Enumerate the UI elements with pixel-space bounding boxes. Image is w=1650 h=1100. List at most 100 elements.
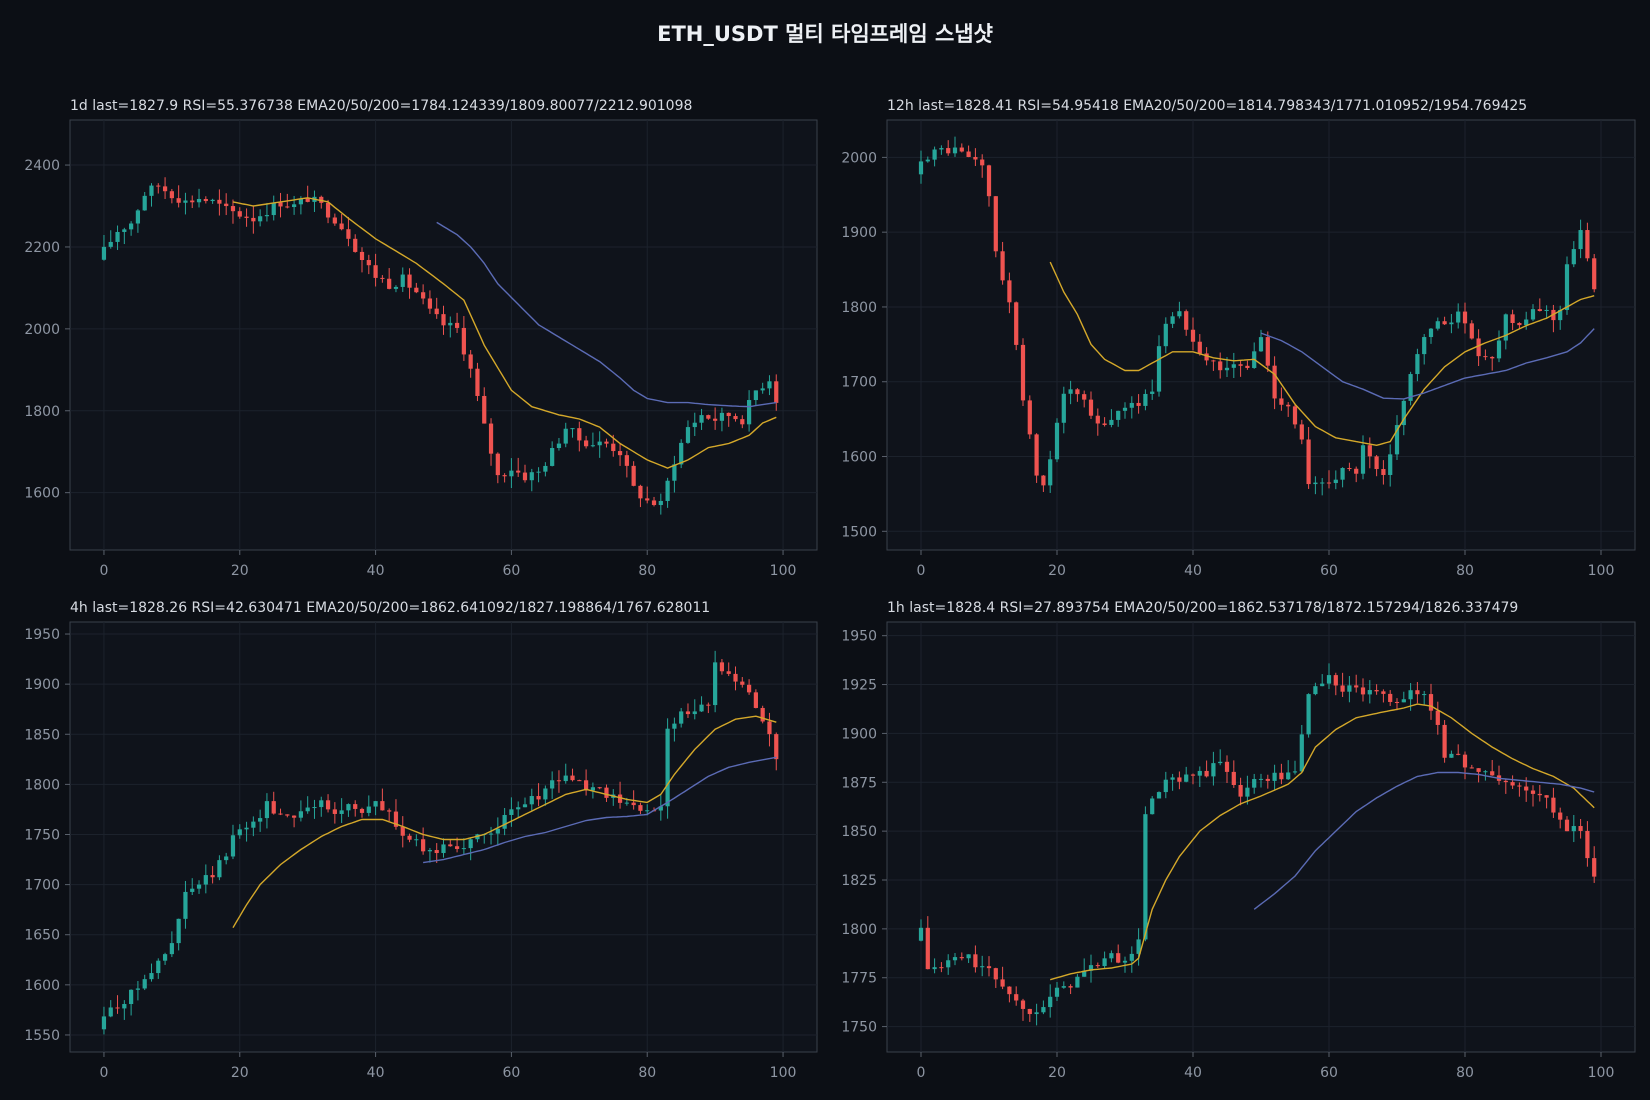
candle-body bbox=[658, 806, 663, 811]
candle-body bbox=[577, 780, 582, 782]
candle-body bbox=[1401, 400, 1406, 426]
candle-body bbox=[1068, 389, 1073, 394]
ema20-line bbox=[1049, 261, 1595, 447]
candle-body bbox=[359, 251, 365, 261]
candle-body bbox=[1510, 314, 1515, 324]
candle-body bbox=[1211, 360, 1216, 362]
candle-body bbox=[251, 217, 256, 222]
y-tick-label: 1900 bbox=[841, 225, 877, 241]
candle-body bbox=[1456, 753, 1461, 755]
candle-body bbox=[1442, 724, 1447, 758]
candle-body bbox=[966, 954, 971, 959]
candle-body bbox=[699, 704, 704, 712]
candle-body bbox=[1231, 771, 1236, 786]
candle-body bbox=[224, 203, 229, 207]
candle-body bbox=[651, 500, 657, 506]
candle-body bbox=[1449, 322, 1454, 325]
candle-body bbox=[570, 428, 575, 430]
candle-body bbox=[631, 802, 636, 806]
candle-body bbox=[502, 814, 507, 829]
candle-body bbox=[1020, 1000, 1026, 1009]
candle-body bbox=[1544, 795, 1549, 798]
candle-body bbox=[156, 185, 161, 187]
candle-body bbox=[1027, 1008, 1032, 1015]
candle-body bbox=[1578, 230, 1583, 250]
candle-body bbox=[387, 278, 392, 289]
candle-body bbox=[1061, 393, 1066, 423]
candle-body bbox=[196, 199, 202, 203]
y-tick-label: 1900 bbox=[24, 677, 60, 693]
candle-body bbox=[1197, 770, 1202, 776]
candle-body bbox=[190, 888, 195, 892]
candle-body bbox=[1299, 424, 1304, 440]
candle-body bbox=[522, 804, 528, 808]
candle-body bbox=[203, 875, 208, 885]
candle-body bbox=[1245, 365, 1250, 368]
candle-body bbox=[244, 827, 249, 830]
candle-body bbox=[291, 815, 297, 818]
candle-body bbox=[495, 828, 500, 834]
candle-body bbox=[993, 196, 998, 252]
candle-body bbox=[156, 960, 161, 974]
candle-body bbox=[597, 787, 602, 789]
candle-body bbox=[1571, 249, 1576, 265]
candle-body bbox=[1184, 774, 1189, 782]
candle-body bbox=[713, 662, 718, 706]
candle-body bbox=[203, 199, 208, 202]
candle-body bbox=[264, 215, 270, 217]
candle-body bbox=[774, 734, 779, 760]
candle-body bbox=[346, 804, 351, 811]
candle-body bbox=[291, 204, 297, 208]
candle-body bbox=[685, 427, 691, 443]
candle-body bbox=[1422, 337, 1427, 355]
candle-body bbox=[529, 796, 534, 805]
y-tick-label: 2000 bbox=[841, 150, 877, 166]
candle-body bbox=[1326, 675, 1332, 684]
x-tick-label: 40 bbox=[1184, 563, 1202, 579]
candle-body bbox=[611, 443, 616, 452]
candle-body bbox=[488, 423, 494, 454]
candle-body bbox=[925, 159, 930, 162]
candle-body bbox=[1394, 425, 1400, 455]
candle-body bbox=[414, 839, 419, 841]
candle-body bbox=[1476, 338, 1481, 357]
candle-body bbox=[1116, 953, 1121, 963]
candle-body bbox=[366, 260, 371, 266]
candle-body bbox=[925, 927, 930, 970]
candle-body bbox=[774, 381, 779, 403]
candle-body bbox=[556, 780, 562, 782]
candle-body bbox=[706, 704, 711, 706]
candle-body bbox=[1517, 323, 1522, 326]
candle-body bbox=[319, 800, 324, 808]
candle-body bbox=[946, 960, 951, 968]
candle-body bbox=[1190, 329, 1196, 342]
candle-body bbox=[502, 475, 507, 477]
candle-body bbox=[1320, 683, 1325, 687]
candle-body bbox=[918, 927, 924, 941]
candle-body bbox=[237, 211, 242, 217]
candle-body bbox=[1088, 965, 1094, 971]
candle-body bbox=[1041, 1007, 1046, 1013]
candle-body bbox=[1449, 753, 1454, 758]
candle-body bbox=[1401, 699, 1406, 703]
candle-body bbox=[421, 839, 426, 852]
candle-body bbox=[1204, 353, 1209, 361]
candle-body bbox=[196, 884, 202, 889]
candle-body bbox=[959, 147, 964, 152]
candle-body bbox=[1224, 367, 1230, 371]
candle-body bbox=[461, 848, 466, 850]
candle-body bbox=[1000, 979, 1005, 987]
plot-area bbox=[886, 621, 1636, 1053]
candle-body bbox=[1238, 785, 1243, 797]
candle-body bbox=[1286, 404, 1291, 407]
x-tick-label: 20 bbox=[231, 1065, 249, 1081]
x-tick-label: 20 bbox=[1048, 563, 1066, 579]
ema50-line bbox=[436, 221, 777, 408]
y-tick-label: 1800 bbox=[841, 300, 877, 316]
x-tick-label: 80 bbox=[1456, 563, 1474, 579]
candle-body bbox=[298, 198, 303, 205]
candle-body bbox=[1184, 311, 1189, 330]
candle-body bbox=[1530, 309, 1536, 320]
candle-body bbox=[278, 813, 283, 815]
candle-body bbox=[1367, 445, 1372, 457]
